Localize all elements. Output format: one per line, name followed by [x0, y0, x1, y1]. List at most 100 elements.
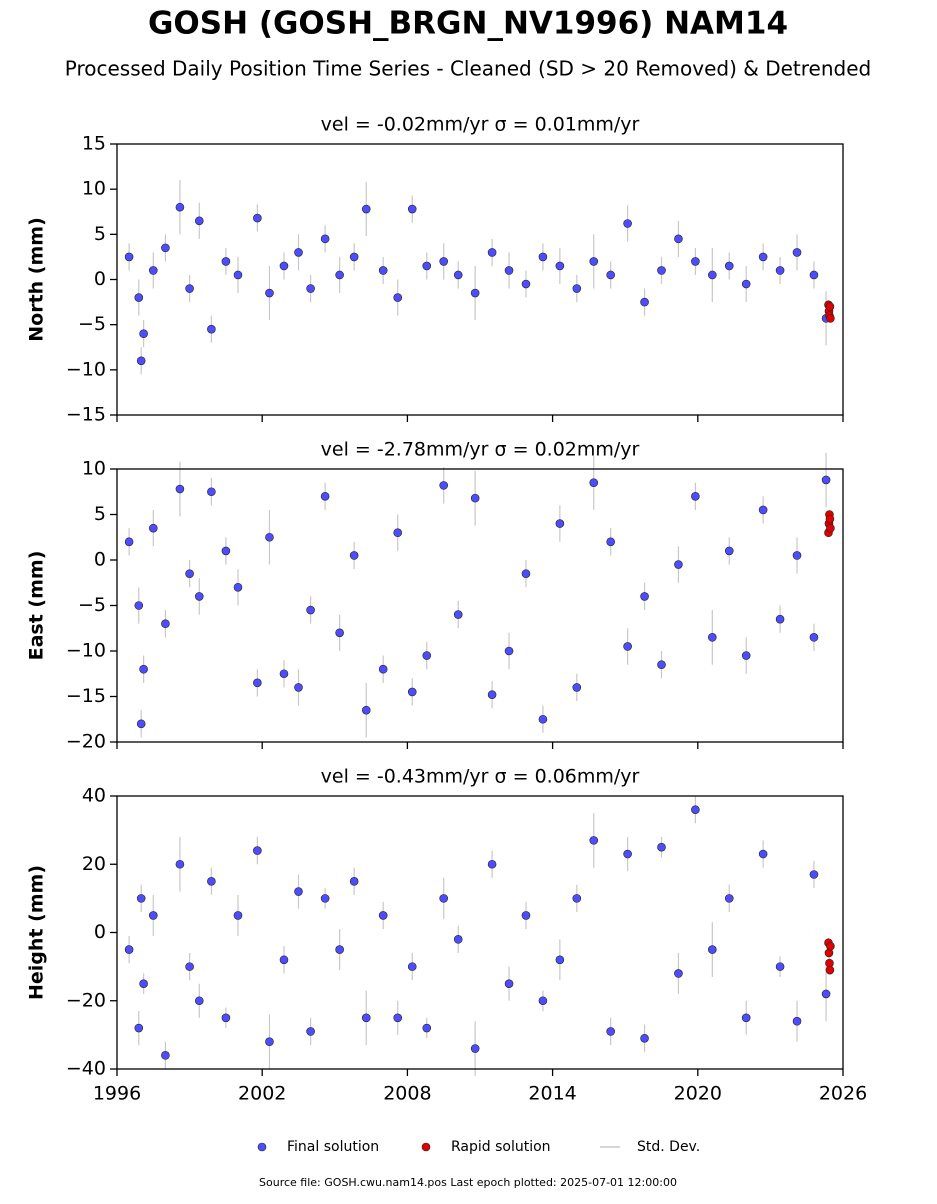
final-point: [809, 633, 819, 642]
final-point: [185, 569, 194, 578]
final-point: [279, 669, 289, 679]
final-point: [233, 582, 243, 592]
final-point: [294, 887, 303, 896]
rapid-point: [826, 941, 835, 951]
plot-frame: [116, 795, 844, 1070]
final-point: [349, 551, 359, 560]
final-point: [294, 683, 303, 692]
rapid-point: [825, 302, 835, 311]
x-tick-label: 2002: [238, 1083, 286, 1105]
final-point: [207, 877, 216, 886]
final-point: [606, 270, 615, 280]
final-point: [161, 1051, 170, 1060]
final-point: [775, 962, 785, 971]
final-point: [674, 234, 683, 244]
final-point: [589, 836, 599, 845]
final-point: [139, 979, 148, 988]
final-point: [185, 284, 194, 293]
final-point: [792, 1016, 802, 1026]
final-point: [134, 1023, 144, 1033]
final-point: [555, 955, 565, 965]
final-point: [555, 519, 565, 528]
final-point: [640, 297, 649, 307]
final-point: [758, 252, 768, 262]
final-point: [623, 219, 632, 228]
final-point: [407, 204, 417, 214]
final-point: [422, 261, 432, 271]
x-tick-label: 2008: [383, 1083, 431, 1105]
final-point: [306, 605, 315, 615]
panel-title: vel = -2.78mm/yr σ = 0.02mm/yr: [321, 439, 640, 461]
final-point: [521, 911, 531, 920]
final-point: [775, 266, 785, 275]
final-point: [758, 849, 768, 859]
y-tick-label: 20: [82, 853, 106, 875]
final-point: [657, 266, 666, 275]
y-tick-label: −5: [78, 313, 106, 335]
final-point: [393, 1013, 403, 1023]
y-tick-label: −15: [66, 404, 106, 426]
final-point: [821, 475, 831, 485]
final-point: [139, 329, 148, 339]
final-point: [161, 243, 170, 253]
final-point: [265, 1037, 274, 1046]
final-point: [708, 945, 717, 954]
final-point: [136, 719, 146, 729]
final-point: [809, 270, 819, 280]
final-point: [538, 252, 548, 262]
final-point: [453, 935, 463, 944]
final-point: [453, 610, 463, 619]
final-point: [306, 1027, 315, 1036]
y-tick-label: 10: [82, 178, 106, 200]
final-point: [606, 537, 615, 547]
final-point: [149, 911, 158, 920]
final-point: [175, 859, 185, 869]
final-point: [207, 487, 216, 497]
final-point: [320, 234, 330, 244]
final-point: [708, 270, 717, 280]
final-point: [279, 261, 289, 271]
final-point: [708, 633, 717, 642]
panel-title: vel = -0.43mm/yr σ = 0.06mm/yr: [321, 766, 640, 788]
final-point: [470, 493, 480, 503]
final-point: [724, 261, 734, 271]
final-point: [149, 266, 158, 275]
final-point: [589, 478, 599, 487]
panel-title: vel = -0.02mm/yr σ = 0.01mm/yr: [321, 114, 640, 136]
x-tick-label: 2026: [819, 1083, 867, 1105]
final-point: [741, 279, 751, 289]
final-point: [194, 996, 204, 1006]
final-point: [741, 1013, 751, 1023]
final-point: [439, 894, 449, 903]
y-tick-label: 10: [82, 458, 106, 480]
final-point: [487, 859, 497, 869]
final-point: [572, 683, 582, 692]
final-point: [504, 979, 514, 988]
final-point: [487, 690, 497, 699]
final-point: [640, 592, 649, 601]
y-tick-label: −10: [66, 640, 106, 662]
final-point: [253, 213, 262, 223]
final-point: [136, 894, 146, 903]
legend-marker: [421, 1142, 431, 1152]
final-point: [124, 537, 134, 547]
y-tick-label: −20: [66, 989, 106, 1011]
final-point: [504, 266, 514, 275]
final-point: [253, 846, 262, 855]
final-point: [378, 911, 388, 920]
legend-marker: [257, 1142, 267, 1152]
final-point: [623, 849, 632, 859]
final-point: [487, 248, 497, 257]
final-point: [233, 270, 243, 280]
final-point: [422, 1023, 432, 1033]
y-tick-label: 40: [82, 785, 106, 807]
final-point: [606, 1027, 615, 1036]
y-axis-label: Height (mm): [26, 865, 48, 1000]
legend-label: Final solution: [287, 1139, 379, 1155]
rapid-point: [825, 514, 835, 524]
final-point: [393, 293, 403, 302]
y-tick-label: −20: [66, 731, 106, 753]
y-tick-label: 0: [94, 921, 106, 943]
final-point: [521, 279, 531, 289]
